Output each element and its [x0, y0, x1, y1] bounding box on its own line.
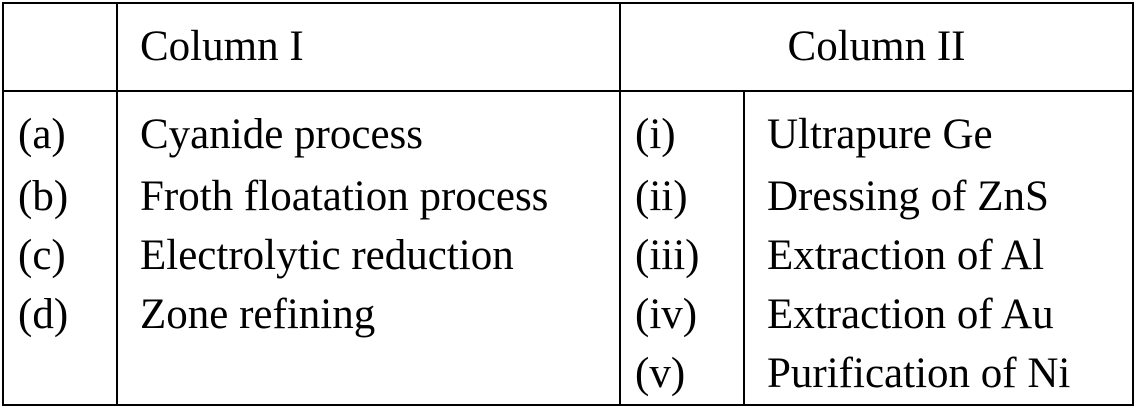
table-row: (c) Electrolytic reduction (iii) Extract… [2, 226, 1134, 286]
column-i-label: (a) [2, 91, 117, 168]
table-row: (a) Cyanide process (i) Ultrapure Ge [2, 91, 1134, 168]
column-ii-label: (i) [619, 91, 744, 168]
column-i-label: (c) [2, 226, 117, 286]
column-i-item: Cyanide process [116, 91, 620, 168]
column-i-header: Column I [116, 2, 620, 92]
column-ii-item: Extraction of Au [743, 285, 1134, 345]
column-ii-label: (iv) [619, 285, 744, 345]
column-ii-item: Purification of Ni [743, 344, 1134, 407]
column-i-item: Zone refining [116, 285, 620, 345]
header-row: Column I Column II [2, 2, 1134, 92]
column-ii-label: (iii) [619, 226, 744, 286]
column-ii-item: Dressing of ZnS [743, 167, 1134, 227]
table-row: (d) Zone refining (iv) Extraction of Au [2, 285, 1134, 345]
column-i-label [2, 344, 117, 407]
column-ii-item: Extraction of Al [743, 226, 1134, 286]
column-ii-label: (v) [619, 344, 744, 407]
column-ii-item: Ultrapure Ge [743, 91, 1134, 168]
column-i-label: (b) [2, 167, 117, 227]
column-i-item [116, 344, 620, 407]
column-i-item: Electrolytic reduction [116, 226, 620, 286]
table-row: (b) Froth floatation process (ii) Dressi… [2, 167, 1134, 227]
column-ii-label: (ii) [619, 167, 744, 227]
column-ii-header: Column II [619, 2, 1134, 92]
column-i-label: (d) [2, 285, 117, 345]
match-columns-table: Column I Column II (a) Cyanide process (… [2, 2, 1134, 407]
header-blank-cell [2, 2, 117, 92]
table-row: (v) Purification of Ni [2, 344, 1134, 407]
column-i-item: Froth floatation process [116, 167, 620, 227]
